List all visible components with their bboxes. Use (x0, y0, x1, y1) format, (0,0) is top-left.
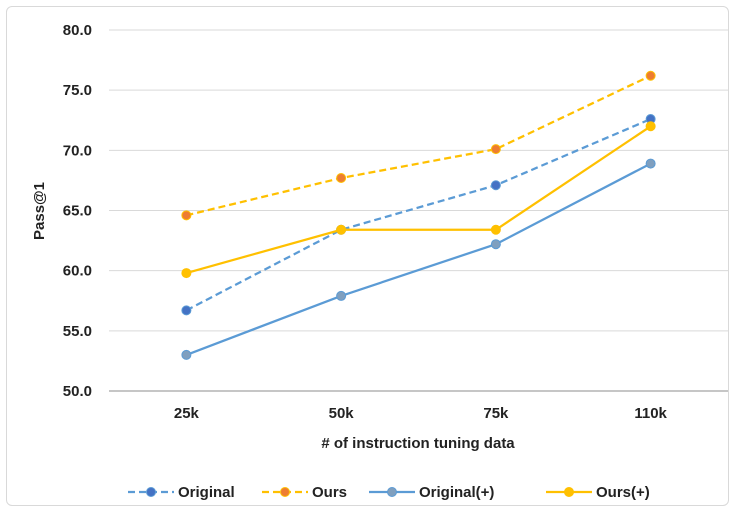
legend-label: Ours(+) (596, 484, 650, 501)
x-tick-label: 25k (174, 405, 200, 422)
x-tick-label: 50k (329, 405, 355, 422)
series-line (186, 125, 652, 275)
data-point (181, 210, 192, 221)
legend-label: Original (178, 484, 235, 501)
series-layer (181, 70, 656, 360)
series-line (185, 118, 652, 312)
data-point (645, 121, 656, 132)
legend-item: Ours (262, 484, 347, 501)
x-tick-label: 75k (483, 405, 509, 422)
y-tick-label: 60.0 (63, 263, 92, 280)
series-ours (181, 121, 656, 279)
y-tick-label: 70.0 (63, 142, 92, 159)
x-axis: 25k 50k 75k 110k (109, 390, 728, 422)
y-axis-title: Pass@1 (31, 182, 48, 240)
data-point (490, 180, 501, 191)
x-tick-label: 110k (634, 405, 667, 422)
legend-item: Original(+) (369, 484, 494, 501)
data-point (336, 290, 347, 301)
legend-item: Original (128, 484, 235, 501)
data-point (490, 224, 501, 235)
data-point (490, 144, 501, 155)
data-point (181, 268, 192, 279)
data-point (645, 158, 656, 169)
series-ours (181, 70, 656, 221)
chart-frame (6, 6, 729, 506)
legend-item: Ours(+) (546, 484, 650, 501)
series-original (181, 158, 656, 360)
data-point (336, 173, 347, 184)
data-point (181, 305, 192, 316)
x-axis-title: # of instruction tuning data (321, 435, 515, 452)
series-line (185, 162, 652, 356)
y-tick-label: 55.0 (63, 323, 92, 340)
legend-swatch-marker (564, 487, 574, 497)
gridlines (109, 29, 728, 332)
series-line (186, 74, 652, 217)
series-original (181, 114, 656, 316)
y-tick-label: 75.0 (63, 82, 92, 99)
y-axis-ticks: 50.0 55.0 60.0 65.0 70.0 75.0 80.0 (63, 22, 92, 400)
data-point (645, 70, 656, 81)
data-point (181, 349, 192, 360)
y-tick-label: 50.0 (63, 383, 92, 400)
legend-swatch-marker (280, 487, 290, 497)
y-tick-label: 80.0 (63, 22, 92, 39)
legend-swatch-marker (387, 487, 397, 497)
legend-label: Original(+) (419, 484, 494, 501)
legend-label: Ours (312, 484, 347, 501)
data-point (336, 224, 347, 235)
legend-swatch-marker (146, 487, 156, 497)
legend: Original Ours Original(+) Ours(+) (128, 484, 650, 501)
y-tick-label: 65.0 (63, 203, 92, 220)
data-point (490, 239, 501, 250)
